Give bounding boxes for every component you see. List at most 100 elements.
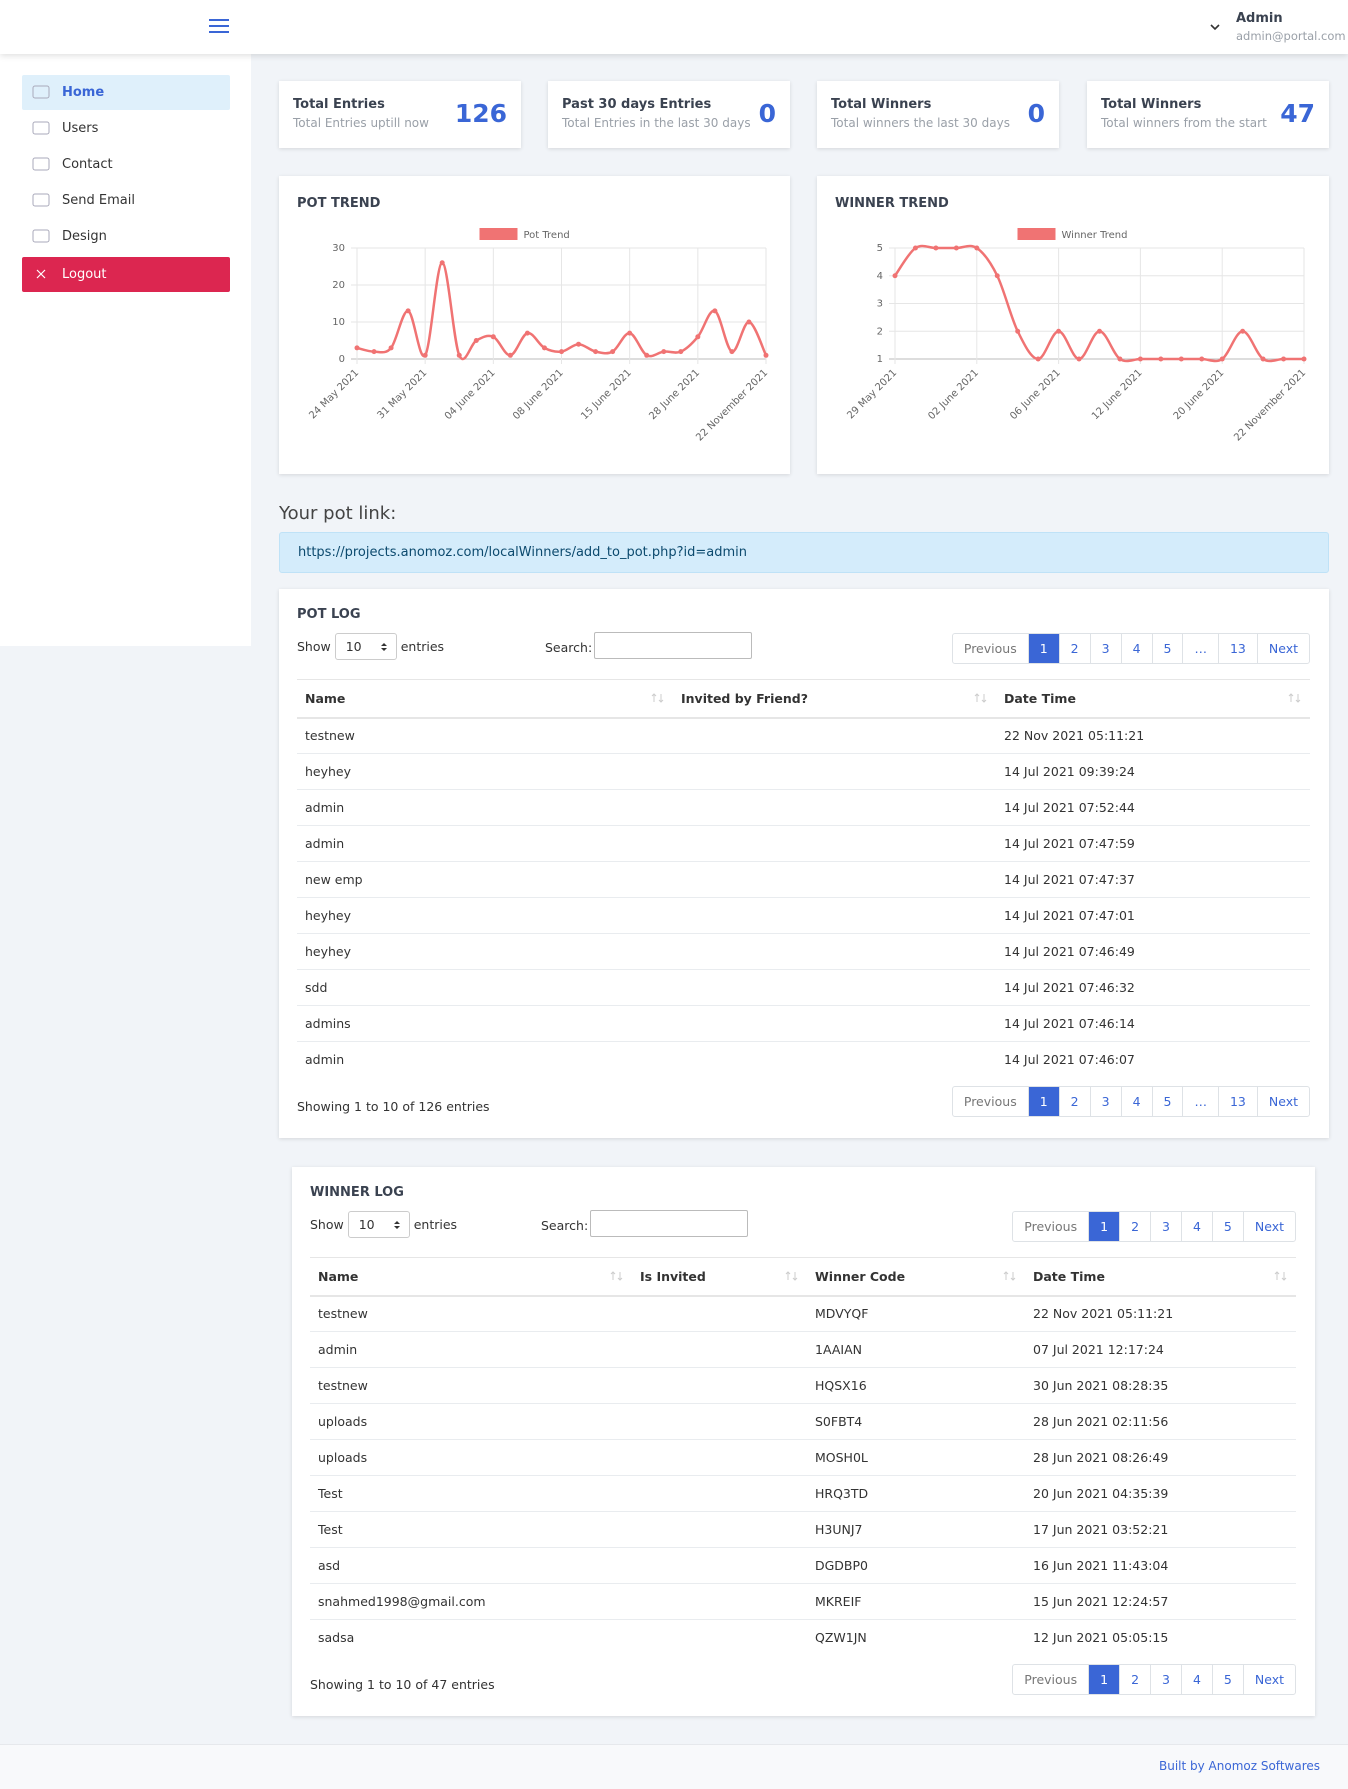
table-cell: DGDBP0 <box>807 1547 1025 1584</box>
table-cell: admin <box>297 825 673 862</box>
point <box>507 352 513 358</box>
page-button[interactable]: 4 <box>1120 1087 1152 1116</box>
point <box>354 345 360 351</box>
table-cell: Test <box>310 1511 632 1548</box>
page-button[interactable]: … <box>1182 634 1218 663</box>
nav-item[interactable]: Logout <box>22 257 230 292</box>
legend-swatch <box>1017 228 1056 240</box>
icon-shape <box>1288 693 1301 703</box>
page-button[interactable]: 4 <box>1180 1665 1212 1694</box>
column-header[interactable]: Is Invited <box>632 1257 807 1297</box>
page-button[interactable]: 3 <box>1089 1087 1121 1116</box>
table-cell: 12 Jun 2021 05:05:15 <box>1025 1619 1296 1656</box>
page-button[interactable]: 3 <box>1150 1665 1181 1694</box>
table-cell: heyhey <box>297 933 673 970</box>
page-button[interactable]: Next <box>1242 1665 1295 1694</box>
column-header[interactable]: Invited by Friend? <box>673 679 996 719</box>
stat-title: Total Entries <box>293 97 385 112</box>
nav-item[interactable]: Contact <box>22 147 230 182</box>
page-button[interactable]: 2 <box>1119 1212 1150 1241</box>
table-cell: Test <box>310 1475 632 1512</box>
stat-subtitle: Total Entries in the last 30 days <box>562 116 751 130</box>
sidebar: Home Users Contact Send Email Design Logout <box>0 54 251 646</box>
page-button[interactable]: 1 <box>1088 1212 1120 1241</box>
column-header[interactable]: Name <box>310 1257 632 1297</box>
length-select[interactable]: 10 <box>334 633 397 660</box>
nav-item[interactable]: Users <box>22 111 230 146</box>
legend-label: Winner Trend <box>1062 230 1128 241</box>
sort-icon <box>1274 1271 1287 1281</box>
table-row: admin 1AAIAN 07 Jul 2021 12:17:24 <box>310 1331 1296 1368</box>
table-cell: asd <box>310 1547 632 1584</box>
point <box>1035 356 1041 362</box>
x-tick-label: 08 June 2021 <box>511 367 566 422</box>
page-button[interactable]: 1 <box>1027 634 1059 663</box>
page-button[interactable]: 13 <box>1217 1087 1257 1116</box>
table-cell: MDVYQF <box>807 1295 1025 1332</box>
page-button[interactable]: 3 <box>1150 1212 1181 1241</box>
table-cell: MKREIF <box>807 1583 1025 1620</box>
table-row: admin 14 Jul 2021 07:46:07 <box>297 1041 1310 1078</box>
column-header[interactable]: Date Time <box>996 679 1310 719</box>
column-header[interactable]: Date Time <box>1025 1257 1296 1297</box>
column-header[interactable]: Winner Code <box>807 1257 1025 1297</box>
dropdown-caret[interactable] <box>1210 24 1220 32</box>
pagination: Previous 1 2 3 4 5 Next <box>1012 1664 1296 1695</box>
table-cell: testnew <box>310 1295 632 1332</box>
page-button[interactable]: 1 <box>1088 1665 1120 1694</box>
page-button[interactable]: 13 <box>1217 634 1257 663</box>
point <box>933 245 939 251</box>
column-header[interactable]: Name <box>297 679 673 719</box>
pot-link[interactable]: https://projects.anomoz.com/localWinners… <box>279 532 1329 573</box>
page-button[interactable]: 4 <box>1120 634 1152 663</box>
header-row: Name Invited by Friend? Date Time <box>297 679 1310 719</box>
table-cell <box>632 1547 807 1584</box>
x-tick-label: 12 June 2021 <box>1090 367 1145 422</box>
chart-card: WINNER TREND 1 2 3 4 5 29 May 2021 02 June 2021… <box>817 176 1329 474</box>
page-button[interactable]: 2 <box>1119 1665 1150 1694</box>
page-button[interactable]: Next <box>1256 1087 1309 1116</box>
page-button[interactable]: 5 <box>1151 634 1183 663</box>
page-button[interactable]: 5 <box>1211 1665 1243 1694</box>
table-cell: 17 Jun 2021 03:52:21 <box>1025 1511 1296 1548</box>
page-button[interactable]: 5 <box>1151 1087 1183 1116</box>
table-cell: QZW1JN <box>807 1619 1025 1656</box>
pagination: Previous 1 2 3 4 5 Next <box>1012 1211 1296 1242</box>
page-button[interactable]: 3 <box>1089 634 1121 663</box>
menu-toggle[interactable] <box>208 18 230 34</box>
sort-icon <box>1288 693 1301 703</box>
page-button[interactable]: Next <box>1256 634 1309 663</box>
table-cell: HQSX16 <box>807 1367 1025 1404</box>
pagination: Previous 1 2 3 4 5… 13 Next <box>951 633 1310 664</box>
table-cell <box>632 1439 807 1476</box>
nav-icon <box>32 157 50 171</box>
table-cell: 14 Jul 2021 07:46:14 <box>996 1005 1310 1042</box>
stat-value: 0 <box>758 99 776 128</box>
page-button[interactable]: Next <box>1242 1212 1295 1241</box>
nav-item[interactable]: Design <box>22 219 230 254</box>
page-button[interactable]: 4 <box>1180 1212 1212 1241</box>
page-button[interactable]: 2 <box>1058 634 1090 663</box>
page-button[interactable]: Previous <box>963 641 1017 656</box>
point <box>1137 356 1143 362</box>
nav-item[interactable]: Send Email <box>22 183 230 218</box>
search-input[interactable] <box>594 632 752 659</box>
page-button[interactable]: 1 <box>1027 1087 1059 1116</box>
search-input[interactable] <box>590 1210 748 1237</box>
stat-card: Past 30 days Entries Total Entries in the… <box>548 81 790 148</box>
length-select[interactable]: 10 <box>347 1211 410 1238</box>
header: Admin admin@portal.com <box>0 0 1348 54</box>
page-button[interactable]: Previous <box>1024 1672 1078 1687</box>
page-button[interactable]: 2 <box>1058 1087 1090 1116</box>
page-button[interactable]: … <box>1182 1087 1218 1116</box>
point <box>953 245 959 251</box>
table-row: admin 14 Jul 2021 07:47:59 <box>297 825 1310 862</box>
sort-icon <box>1003 1271 1016 1281</box>
page-button[interactable]: 5 <box>1211 1212 1243 1241</box>
point <box>473 338 479 343</box>
page-button[interactable]: Previous <box>963 1094 1017 1109</box>
nav-item[interactable]: Home <box>22 75 230 110</box>
page-button[interactable]: Previous <box>1024 1219 1078 1234</box>
length-control: Show 10 entries <box>310 1211 457 1238</box>
point <box>644 352 650 358</box>
